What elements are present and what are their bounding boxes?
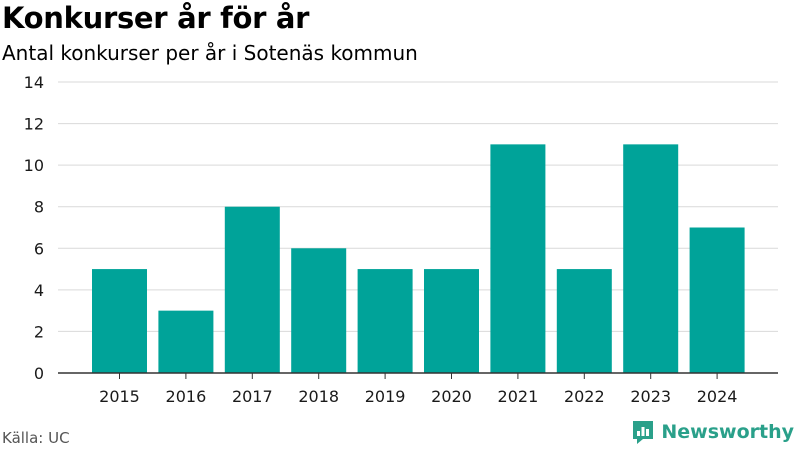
y-tick-label: 14 <box>24 73 44 92</box>
bar-2024 <box>689 227 745 373</box>
source-note: Källa: UC <box>2 429 70 447</box>
y-tick-label: 12 <box>24 115 44 134</box>
chart-title: Konkurser år för år <box>2 1 310 35</box>
bar-2022 <box>556 269 612 373</box>
x-tick-label: 2016 <box>166 387 207 406</box>
x-tick-label: 2017 <box>232 387 273 406</box>
bar-2019 <box>357 269 413 373</box>
y-tick-label: 8 <box>34 198 44 217</box>
chart-subtitle: Antal konkurser per år i Sotenäs kommun <box>2 41 418 65</box>
y-tick-label: 4 <box>34 281 44 300</box>
x-tick-label: 2024 <box>697 387 738 406</box>
bar-2021 <box>490 144 546 373</box>
x-tick-label: 2022 <box>564 387 605 406</box>
x-tick-label: 2015 <box>99 387 140 406</box>
bar-2015 <box>92 269 147 373</box>
y-axis: 0 2 4 6 8 10 12 14 <box>24 73 44 383</box>
brand-logo[interactable]: Newsworthy <box>631 419 794 445</box>
y-tick-label: 6 <box>34 239 44 258</box>
y-tick-label: 2 <box>34 322 44 341</box>
x-axis: 2015 2016 2017 2018 2019 2020 2021 2022 2023 2024 <box>58 372 778 406</box>
bar-2018 <box>291 248 347 373</box>
x-tick-label: 2023 <box>630 387 671 406</box>
bar-2016 <box>158 310 214 373</box>
bar-2017 <box>224 206 280 373</box>
y-tick-label: 0 <box>34 364 44 383</box>
bar-2020 <box>424 269 479 373</box>
x-tick-label: 2021 <box>498 387 539 406</box>
newsworthy-logo-icon <box>633 421 654 444</box>
bars <box>92 144 745 373</box>
bar-2023 <box>623 144 679 373</box>
brand-name: Newsworthy <box>661 421 794 443</box>
x-tick-label: 2018 <box>298 387 339 406</box>
y-tick-label: 10 <box>24 156 44 175</box>
x-tick-label: 2020 <box>431 387 472 406</box>
x-tick-label: 2019 <box>365 387 406 406</box>
